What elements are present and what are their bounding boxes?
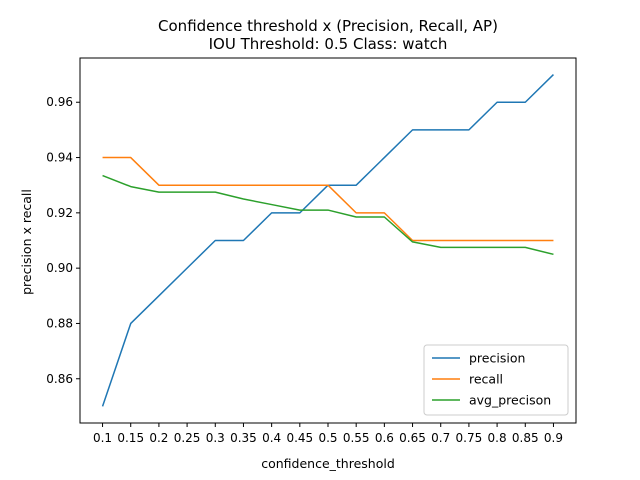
x-tick-label: 0.3 — [206, 431, 225, 445]
axes: 0.1 0.15 0.2 0.25 0.3 0.35 0.4 0.45 0.5 0.55 0.6 0.… — [46, 57, 577, 445]
legend-label: recall — [469, 372, 503, 387]
x-tick-label: 0.5 — [318, 431, 337, 445]
x-tick-label: 0.1 — [93, 431, 112, 445]
legend-label: precision — [469, 351, 525, 366]
x-tick-label: 0.4 — [262, 431, 281, 445]
x-tick-label: 0.15 — [117, 431, 144, 445]
x-axis-label: confidence_threshold — [261, 456, 395, 471]
x-tick-label: 0.85 — [512, 431, 539, 445]
y-tick-label: 0.94 — [46, 151, 73, 165]
legend: precision recall avg_precison — [423, 344, 569, 416]
x-tick-label: 0.25 — [174, 431, 201, 445]
chart-title: Confidence threshold x (Precision, Recal… — [158, 17, 498, 35]
x-tick-label: 0.8 — [488, 431, 507, 445]
chart-subtitle: IOU Threshold: 0.5 Class: watch — [209, 35, 448, 53]
legend-label: avg_precison — [469, 393, 551, 408]
y-tick-label: 0.88 — [46, 316, 73, 330]
legend-box — [423, 344, 569, 416]
y-tick-label: 0.92 — [46, 206, 73, 220]
x-tick-label: 0.65 — [399, 431, 426, 445]
x-tick-label: 0.45 — [286, 431, 313, 445]
x-tick-label: 0.6 — [375, 431, 394, 445]
x-tick-label: 0.9 — [544, 431, 563, 445]
y-tick-label: 0.90 — [46, 261, 73, 275]
y-tick-label: 0.96 — [46, 95, 73, 109]
x-tick-label: 0.55 — [343, 431, 370, 445]
x-tick-label: 0.75 — [456, 431, 483, 445]
y-axis-label: precision x recall — [19, 189, 34, 295]
y-tick-label: 0.86 — [46, 372, 73, 386]
x-tick-label: 0.2 — [149, 431, 168, 445]
x-tick-label: 0.35 — [230, 431, 257, 445]
series-lines — [101, 74, 554, 407]
x-tick-label: 0.7 — [431, 431, 450, 445]
